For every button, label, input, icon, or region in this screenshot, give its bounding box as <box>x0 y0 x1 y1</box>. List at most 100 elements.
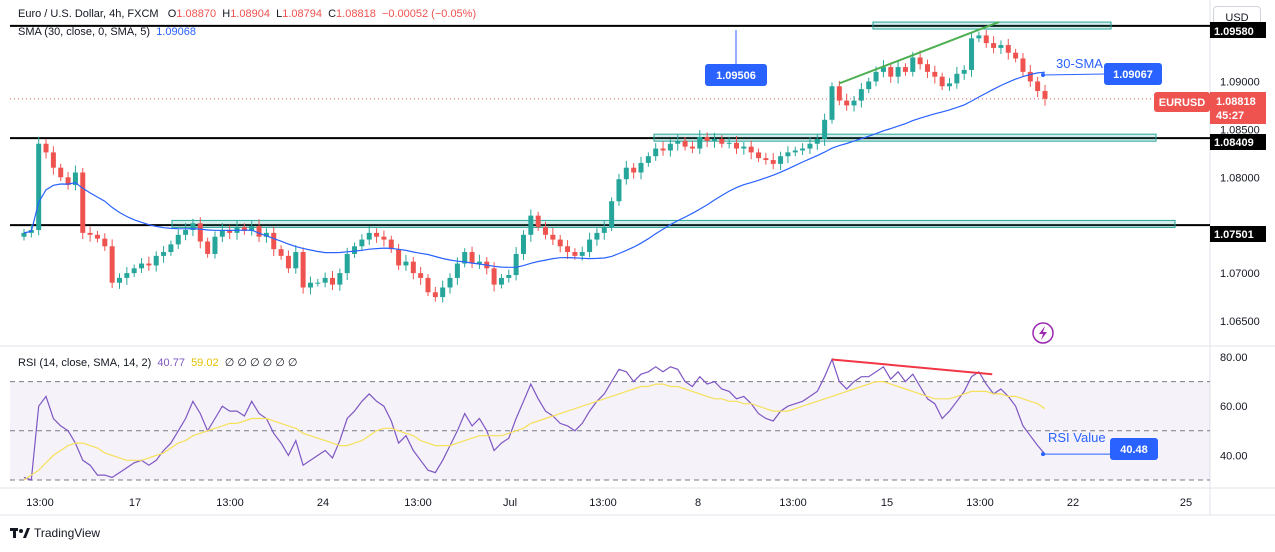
candle-body <box>285 255 291 269</box>
candle-body <box>131 268 137 274</box>
candle-body <box>917 57 923 65</box>
candle-body <box>1042 91 1048 99</box>
candle-body <box>116 277 122 283</box>
candle-body <box>1035 81 1041 92</box>
rsi-annotation-label: RSI Value <box>1048 430 1106 445</box>
candle-body <box>513 253 519 276</box>
sma-legend-label: SMA (30, close, 0, SMA, 5) <box>18 26 151 38</box>
candle-body <box>616 179 622 202</box>
candle-body <box>601 227 607 233</box>
candle-body <box>80 172 86 233</box>
candle-body <box>924 64 930 72</box>
candle-body <box>756 152 762 159</box>
candle-body <box>579 252 585 256</box>
candle-body <box>528 215 534 235</box>
rsi-callout-value: 40.48 <box>1120 444 1148 456</box>
candle-body <box>565 246 571 253</box>
candle-body <box>888 67 894 77</box>
time-tick-label: 8 <box>695 497 701 509</box>
sma-annotation-line <box>1042 73 1105 76</box>
sma-annotation-label: 30-SMA <box>1056 56 1103 71</box>
sma-line <box>23 71 1046 268</box>
candle-body <box>359 239 365 247</box>
time-tick-label: 13:00 <box>779 497 807 509</box>
time-tick-label: 13:00 <box>26 497 54 509</box>
candle-body <box>1013 52 1019 59</box>
bearish-divergence-line <box>831 358 993 376</box>
rsi-line <box>23 357 1046 481</box>
candle-body <box>763 158 769 161</box>
time-tick-label: 24 <box>317 497 329 509</box>
candle-body <box>227 230 233 233</box>
candle-body <box>719 138 725 144</box>
candle-body <box>880 67 886 72</box>
candle-body <box>961 69 967 74</box>
candle-body <box>822 119 828 139</box>
rsi-legend[interactable]: RSI (14, close, SMA, 14, 2) 40.77 59.02 … <box>18 356 298 369</box>
candle-body <box>58 167 64 178</box>
candle-body <box>785 152 791 157</box>
candle-body <box>792 150 798 153</box>
high-label: H <box>222 8 231 20</box>
time-tick-label: 13:00 <box>404 497 432 509</box>
candle-body <box>403 261 409 266</box>
candle-body <box>851 100 857 106</box>
candle-body <box>183 230 189 235</box>
price-tick-label: 1.09000 <box>1220 76 1260 88</box>
candle-body <box>778 156 784 164</box>
candle-body <box>315 282 321 284</box>
time-tick-label: 17 <box>129 497 141 509</box>
candle-body <box>506 275 512 278</box>
rsi-legend-value: 40.77 <box>157 357 185 369</box>
candle-body <box>432 292 438 298</box>
candle-body <box>109 246 115 283</box>
candle-body <box>829 86 835 120</box>
candle-body <box>711 138 717 141</box>
level-tag-low-bg <box>1210 226 1266 242</box>
candle-body <box>491 268 497 285</box>
candle-body <box>271 232 277 250</box>
time-tick-label: 13:00 <box>216 497 244 509</box>
sma-legend[interactable]: SMA (30, close, 0, SMA, 5) 1.09068 <box>18 26 196 38</box>
candle-body <box>895 67 901 77</box>
candle-body <box>175 234 181 245</box>
open-value: 1.08870 <box>176 8 217 20</box>
candle-body <box>991 43 997 48</box>
candle-body <box>543 227 549 235</box>
candle-body <box>72 172 78 185</box>
time-tick-label: 22 <box>1067 497 1079 509</box>
support-zone-box-low <box>171 219 1176 228</box>
tradingview-logo[interactable]: TradingView <box>10 526 100 540</box>
symbol-title[interactable]: Euro / U.S. Dollar, 4h, FXCM <box>18 8 159 20</box>
candle-body <box>638 162 644 173</box>
level-tag-top-bg <box>1210 22 1266 38</box>
sma-callout-value: 1.09067 <box>1113 69 1153 81</box>
candle-body <box>87 232 93 235</box>
candle-body <box>520 234 526 254</box>
rsi-legend-extras: ∅ ∅ ∅ ∅ ∅ ∅ <box>224 357 298 369</box>
candle-body <box>50 152 56 168</box>
candle-body <box>425 277 431 293</box>
candle-body <box>168 244 174 253</box>
level-tag-low: 1.07501 <box>1214 229 1254 241</box>
candle-body <box>748 146 754 153</box>
candle-body <box>741 146 747 149</box>
candle-body <box>609 201 615 228</box>
candle-body <box>697 137 703 149</box>
candle-body <box>976 35 982 39</box>
candle-body <box>278 249 284 256</box>
rsi-tick-label: 60.00 <box>1220 401 1248 413</box>
candle-body <box>902 67 908 72</box>
candle-body <box>770 160 776 164</box>
candle-body <box>572 252 578 256</box>
candle-body <box>910 57 916 72</box>
candle-body <box>726 142 732 144</box>
candle-body <box>1020 58 1026 72</box>
candle-body <box>623 167 629 180</box>
sma-legend-value: 1.09068 <box>156 26 196 38</box>
candle-body <box>307 282 313 288</box>
candle-body <box>469 252 475 264</box>
candle-body <box>858 89 864 101</box>
candle-body <box>381 236 387 240</box>
